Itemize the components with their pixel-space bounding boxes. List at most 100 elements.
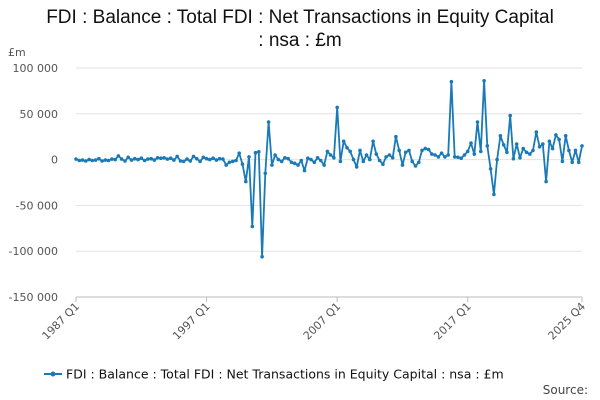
data-point xyxy=(110,157,114,161)
data-point xyxy=(129,158,134,162)
data-point xyxy=(423,146,428,151)
data-point xyxy=(201,155,206,160)
data-point xyxy=(436,155,441,159)
data-point xyxy=(188,159,193,163)
data-point xyxy=(208,157,212,162)
data-point xyxy=(345,145,349,150)
data-point xyxy=(263,171,268,176)
x-tick-label: 1997 Q1 xyxy=(170,300,213,343)
data-point xyxy=(554,133,558,137)
data-point xyxy=(191,154,196,159)
data-point xyxy=(119,157,124,161)
y-unit-label: £m xyxy=(8,46,26,59)
data-point xyxy=(90,158,95,163)
data-point xyxy=(181,159,186,164)
data-point xyxy=(570,160,574,165)
data-point xyxy=(292,161,297,166)
data-point xyxy=(390,156,395,160)
legend: FDI : Balance : Total FDI : Net Transact… xyxy=(44,367,504,382)
y-tick-label: -50 000 xyxy=(16,199,58,212)
data-point xyxy=(361,159,366,164)
data-point xyxy=(475,120,480,124)
data-point xyxy=(459,156,464,160)
data-point xyxy=(498,134,503,138)
data-point xyxy=(253,150,258,155)
data-point xyxy=(469,141,473,145)
data-point xyxy=(492,192,496,197)
data-point xyxy=(146,157,150,161)
data-point xyxy=(541,142,545,146)
data-point xyxy=(544,179,548,184)
data-point xyxy=(381,162,385,166)
data-point xyxy=(384,155,388,159)
data-point xyxy=(198,159,202,164)
data-point xyxy=(403,150,408,155)
data-point xyxy=(113,157,117,162)
data-point xyxy=(374,152,379,156)
data-point xyxy=(299,158,304,163)
data-point xyxy=(106,158,111,163)
data-point xyxy=(234,158,238,163)
data-point xyxy=(514,142,519,146)
data-point xyxy=(397,148,402,153)
data-point xyxy=(165,157,170,161)
x-tick-label: 2017 Q1 xyxy=(431,300,474,343)
data-point xyxy=(456,155,460,160)
data-point xyxy=(410,159,415,164)
data-point xyxy=(289,160,294,165)
series-line xyxy=(75,79,583,258)
x-tick-label: 1987 Q1 xyxy=(40,300,83,343)
data-point xyxy=(439,151,444,155)
data-point xyxy=(482,79,486,83)
data-point xyxy=(279,159,284,164)
data-point xyxy=(341,139,346,144)
data-point xyxy=(449,79,454,84)
data-point xyxy=(149,156,153,161)
data-point xyxy=(74,157,78,161)
data-point xyxy=(315,156,320,160)
data-point xyxy=(394,134,398,139)
data-point xyxy=(77,158,82,163)
data-point xyxy=(103,158,108,162)
data-point xyxy=(371,139,375,144)
y-tick-label: 50 000 xyxy=(20,108,59,121)
data-point xyxy=(407,148,411,153)
data-point xyxy=(175,154,179,159)
data-point xyxy=(534,130,539,134)
data-point xyxy=(472,152,477,156)
data-point xyxy=(580,144,584,148)
data-point xyxy=(348,149,353,154)
data-point xyxy=(257,150,261,154)
data-point xyxy=(420,148,424,153)
data-point xyxy=(364,153,369,157)
data-point xyxy=(521,146,525,151)
x-tick-label: 2007 Q1 xyxy=(301,300,344,343)
data-point xyxy=(172,158,176,162)
data-point xyxy=(84,159,88,163)
data-point xyxy=(283,156,287,160)
source-label: Source: xyxy=(543,383,588,397)
data-point xyxy=(93,158,98,162)
data-point xyxy=(230,159,235,164)
data-point xyxy=(159,156,163,160)
data-point xyxy=(518,156,522,160)
data-point xyxy=(240,162,245,166)
data-point xyxy=(185,157,189,161)
data-point xyxy=(276,157,281,162)
data-point xyxy=(244,179,248,184)
data-point xyxy=(354,165,359,169)
data-point xyxy=(511,156,516,161)
data-point xyxy=(296,163,300,167)
data-point xyxy=(537,145,542,149)
data-point xyxy=(328,153,333,157)
data-point xyxy=(195,156,199,161)
data-point xyxy=(123,159,127,163)
data-point xyxy=(528,152,532,156)
data-point xyxy=(97,156,101,161)
data-point xyxy=(266,120,271,124)
data-point xyxy=(178,159,183,163)
data-point xyxy=(557,137,561,142)
data-point xyxy=(133,156,137,161)
data-point xyxy=(358,148,362,153)
